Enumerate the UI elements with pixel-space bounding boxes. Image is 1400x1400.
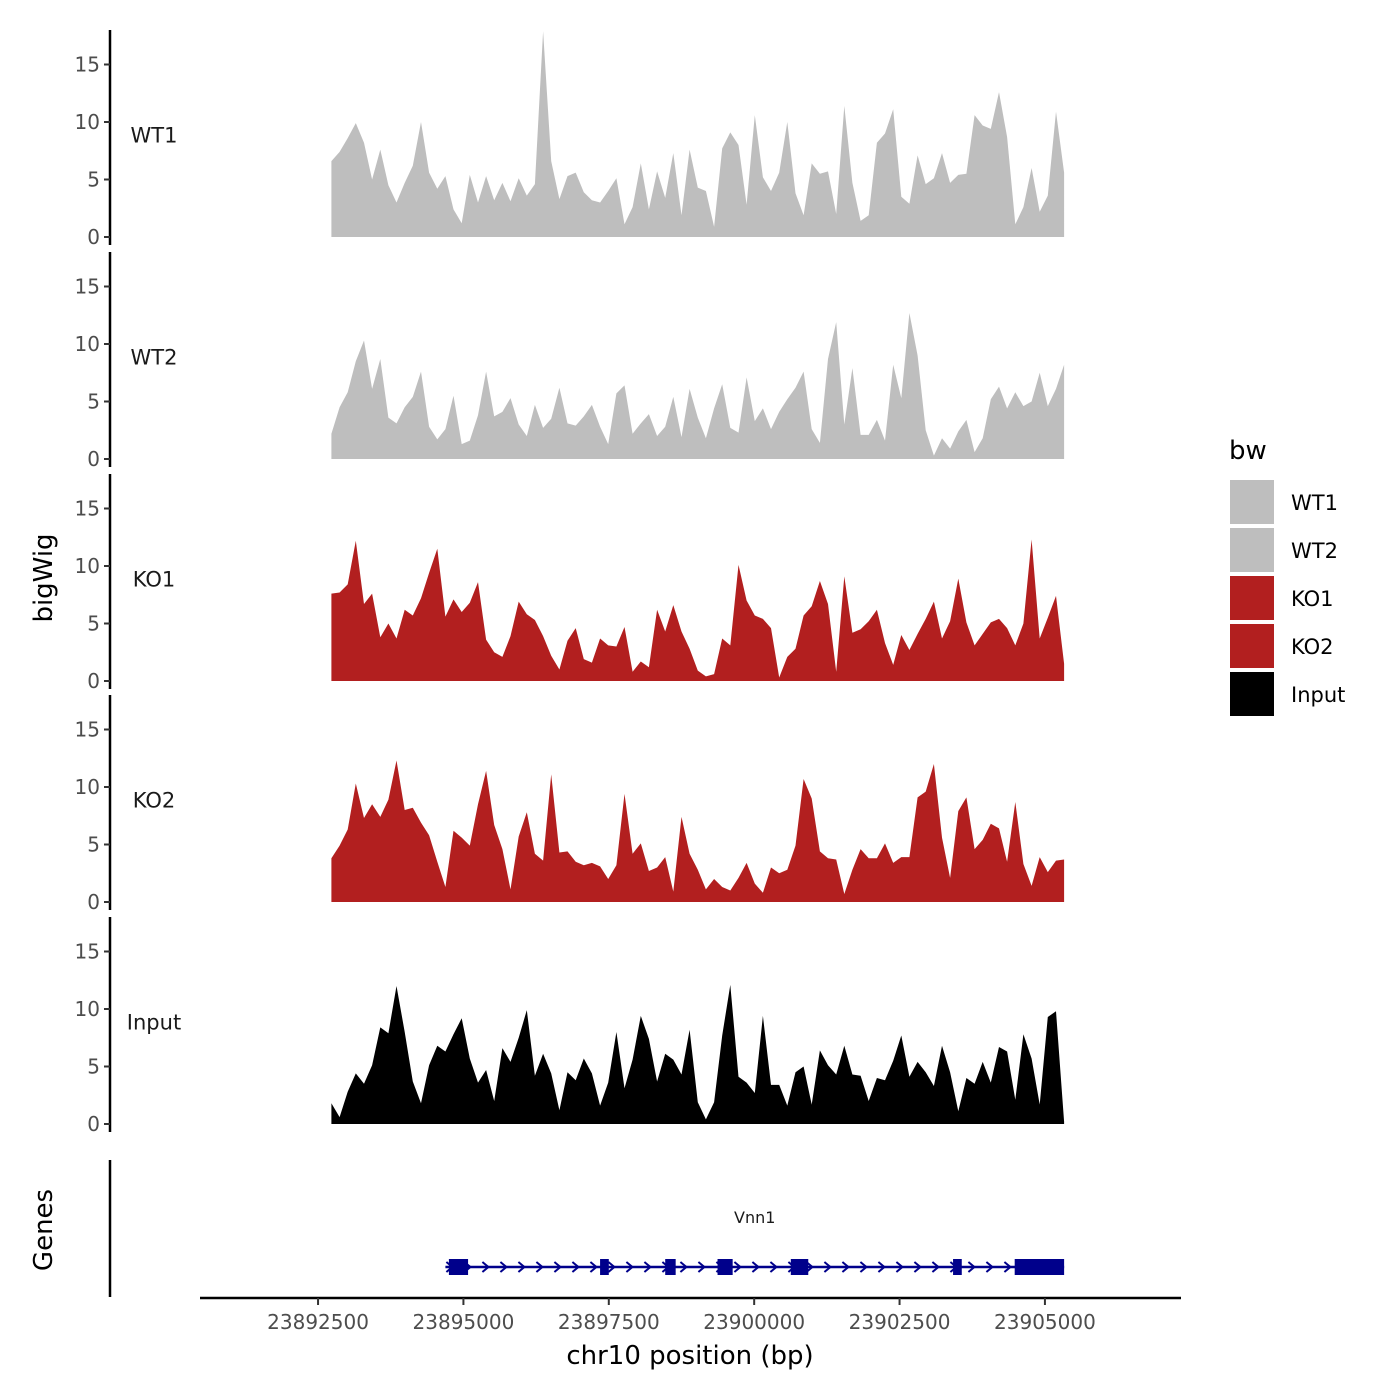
legend-title: bw (1229, 436, 1267, 466)
gene-label: Vnn1 (734, 1208, 775, 1227)
strand-arrow (679, 1261, 688, 1273)
strand-arrow (931, 1261, 940, 1273)
gene-exon (790, 1259, 809, 1275)
strand-arrow (607, 1261, 616, 1273)
track-wt1: 0 5 10 15 WT1 (75, 30, 1065, 249)
strand-arrow (481, 1261, 490, 1273)
y-tick-label: 0 (87, 669, 100, 693)
strand-arrow (859, 1261, 868, 1273)
legend-swatch-ko1 (1230, 576, 1274, 620)
track-label: Input (127, 1011, 181, 1035)
strand-arrow (625, 1261, 634, 1273)
strand-arrow (697, 1261, 706, 1273)
gene-exon (665, 1259, 676, 1275)
strand-arrow (841, 1261, 850, 1273)
signal-tracks: 0 5 10 15 WT1 0 5 10 15 WT2 0 5 10 15 KO1 0 5 10 15 KO2 0 5 10… (75, 30, 1065, 1136)
legend-swatch-ko2 (1230, 624, 1274, 668)
strand-arrow (517, 1261, 526, 1273)
x-tick-label: 23892500 (267, 1310, 369, 1334)
track-input: 0 5 10 15 Input (75, 917, 1065, 1136)
y-tick-label: 5 (87, 612, 100, 636)
strand-arrow (751, 1261, 760, 1273)
track-label: KO1 (133, 568, 176, 592)
y-tick-label: 0 (87, 225, 100, 249)
x-tick-label: 23902500 (849, 1310, 951, 1334)
strand-arrow (553, 1261, 562, 1273)
strand-arrow (877, 1261, 886, 1273)
y-tick-label: 0 (87, 890, 100, 914)
track-label: KO2 (133, 789, 176, 813)
x-axis: 23892500 23895000 23897500 23900000 23902500… (200, 1296, 1181, 1334)
x-tick-label: 23897500 (558, 1310, 660, 1334)
legend-swatch-input (1230, 672, 1274, 716)
strand-arrow (967, 1261, 976, 1273)
track-ko1: 0 5 10 15 KO1 (75, 474, 1065, 693)
legend-swatch-wt2 (1230, 528, 1274, 572)
x-tick-label: 23895000 (413, 1310, 515, 1334)
y-tick-label: 15 (75, 275, 100, 299)
gene-exon (1014, 1259, 1065, 1275)
gene-exon (953, 1259, 962, 1275)
legend-label-ko2: KO2 (1291, 635, 1334, 659)
legend-label-ko1: KO1 (1291, 587, 1334, 611)
strand-arrow (823, 1261, 832, 1273)
y-axis-title: bigWig (29, 533, 59, 622)
y-tick-label: 15 (75, 940, 100, 964)
area-wt2 (331, 313, 1065, 459)
y-tick-label: 5 (87, 833, 100, 857)
legend-label-wt2: WT2 (1291, 539, 1338, 563)
x-tick-label: 23905000 (994, 1310, 1096, 1334)
gene-exon (717, 1259, 733, 1275)
strand-arrow (535, 1261, 544, 1273)
strand-arrow (1003, 1261, 1012, 1273)
y-tick-label: 0 (87, 1112, 100, 1136)
y-tick-label: 15 (75, 497, 100, 521)
strand-arrow (643, 1261, 652, 1273)
y-tick-label: 10 (75, 332, 100, 356)
y-tick-label: 5 (87, 1055, 100, 1079)
gene-exon (448, 1259, 469, 1275)
legend-label-wt1: WT1 (1291, 491, 1338, 515)
area-ko1 (331, 539, 1065, 681)
y-tick-label: 10 (75, 554, 100, 578)
track-wt2: 0 5 10 15 WT2 (75, 252, 1065, 471)
strand-arrow (499, 1261, 508, 1273)
strand-arrow (769, 1261, 778, 1273)
y-tick-label: 10 (75, 997, 100, 1021)
y-tick-label: 5 (87, 390, 100, 414)
y-tick-label: 10 (75, 110, 100, 134)
track-label: WT2 (131, 346, 178, 370)
y-tick-label: 10 (75, 775, 100, 799)
strand-arrow (589, 1261, 598, 1273)
track-label: WT1 (131, 124, 178, 148)
area-wt1 (331, 31, 1065, 238)
legend-swatch-wt1 (1230, 480, 1274, 524)
strand-arrow (913, 1261, 922, 1273)
strand-arrow (571, 1261, 580, 1273)
x-tick-label: 23900000 (703, 1310, 805, 1334)
legend-label-input: Input (1291, 683, 1345, 707)
x-axis-title: chr10 position (bp) (566, 1341, 813, 1371)
area-input (331, 984, 1065, 1124)
gene-track: Vnn1 (108, 1160, 1065, 1297)
gene-exon (600, 1259, 609, 1275)
strand-arrow (985, 1261, 994, 1273)
strand-arrow (805, 1261, 814, 1273)
strand-arrow (733, 1261, 742, 1273)
y-tick-label: 15 (75, 53, 100, 77)
strand-arrow (895, 1261, 904, 1273)
y-tick-label: 5 (87, 168, 100, 192)
track-ko2: 0 5 10 15 KO2 (75, 695, 1065, 914)
legend: bw WT1 WT2 KO1 KO2 Input (1229, 436, 1345, 716)
genes-axis-title: Genes (29, 1189, 59, 1271)
y-tick-label: 15 (75, 718, 100, 742)
y-tick-label: 0 (87, 447, 100, 471)
area-ko2 (331, 760, 1065, 902)
